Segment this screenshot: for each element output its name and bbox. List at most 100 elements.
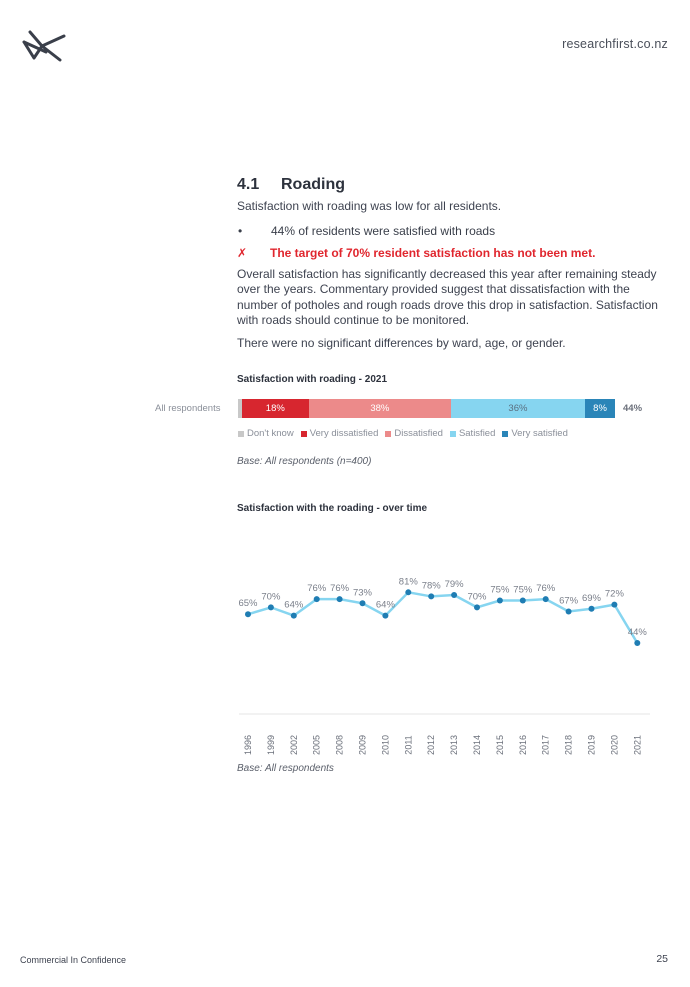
footer-confidentiality: Commercial In Confidence (20, 955, 127, 965)
legend-swatch (449, 430, 456, 437)
x-tick-label-2016: 2016 (518, 735, 528, 755)
line-chart-title: Satisfaction with the roading - over tim… (237, 503, 428, 514)
data-point-2015 (496, 597, 503, 604)
data-point-2011 (405, 589, 412, 596)
data-label-2005: 76% (307, 583, 327, 594)
data-label-2002: 64% (284, 600, 304, 611)
x-tick-label-2013: 2013 (449, 735, 459, 755)
x-tick-label-2015: 2015 (495, 735, 505, 755)
bar-segment-very-satisfied: 8% (585, 399, 615, 418)
data-point-2020 (611, 601, 618, 608)
bar-segment-dissatisfied: 38% (308, 399, 451, 418)
data-point-1996 (245, 611, 251, 618)
legend-label: Satisfied (458, 428, 496, 439)
legend-label: Very satisfied (511, 428, 568, 439)
x-tick-label-1999: 1999 (266, 735, 276, 755)
data-point-2021 (634, 640, 641, 646)
legend-label: Dissatisfied (394, 428, 443, 439)
data-label-2019: 69% (582, 593, 602, 604)
data-label-2012: 78% (422, 580, 442, 591)
bar-legend: Don't know Very dissatisfied Dissatisfied S… (238, 428, 575, 439)
x-tick-label-2011: 2011 (403, 735, 413, 754)
cross-icon: ✗ (237, 245, 248, 260)
bar-category-label: All respondents (155, 403, 221, 414)
data-label-2016: 75% (513, 585, 533, 596)
x-tick-label-2008: 2008 (335, 735, 345, 755)
target-text: The target of 70% resident satisfaction … (270, 245, 596, 260)
data-point-2008 (336, 596, 343, 603)
x-tick-label-2009: 2009 (358, 735, 368, 755)
line-chart-base: Base: All respondents (237, 763, 334, 774)
data-label-1996: 65% (238, 598, 258, 609)
bar-segment-satisfied: 36% (450, 399, 586, 418)
legend-item: Very satisfied (502, 428, 568, 439)
data-point-2013 (451, 592, 458, 599)
data-point-2002 (290, 612, 297, 619)
x-tick-label-2019: 2019 (587, 735, 597, 755)
section-title: Roading (281, 176, 345, 193)
legend-item: Very dissatisfied (300, 428, 379, 439)
x-tick-label-2014: 2014 (472, 735, 482, 755)
legend-swatch (385, 430, 392, 437)
data-point-2010 (382, 612, 389, 619)
data-label-2008: 76% (330, 583, 350, 594)
bullet-text: 44% of residents were satisfied with roa… (271, 223, 496, 238)
data-label-2010: 64% (376, 600, 396, 611)
legend-swatch (238, 430, 244, 437)
total-satisfied-label: 44% (623, 403, 643, 414)
stacked-bar: 18% 38% 36% 8% (238, 399, 615, 418)
bar-segment-don-t-know (238, 399, 242, 418)
x-tick-label-2010: 2010 (380, 735, 390, 755)
x-tick-label-2002: 2002 (289, 735, 299, 755)
line-chart: 65% 1996 70% 1999 64% 2002 76% 2005 76% 2008 73% 20… (238, 576, 650, 755)
bar-chart-title: Satisfaction with roading - 2021 (237, 374, 388, 385)
x-tick-label-2021: 2021 (632, 735, 642, 755)
data-label-2015: 75% (490, 585, 510, 596)
data-point-2016 (519, 597, 526, 604)
legend-swatch (502, 430, 509, 437)
legend-item: Dissatisfied (385, 428, 443, 439)
data-label-2013: 79% (445, 579, 465, 590)
section-content: 4.1 Roading Satisfaction with roading wa… (237, 176, 662, 351)
legend-swatch (300, 430, 307, 437)
paragraph-1: Overall satisfaction has significantly d… (237, 266, 658, 328)
data-point-2005 (313, 596, 320, 603)
data-point-2012 (428, 593, 435, 600)
section-number: 4.1 (237, 176, 260, 193)
data-label-2014: 70% (467, 591, 487, 602)
x-tick-label-2012: 2012 (426, 735, 436, 755)
data-label-2011: 81% (399, 576, 419, 587)
data-label-1999: 70% (261, 591, 281, 602)
bar-segment-very-dissatisfied: 18% (241, 399, 309, 418)
data-point-2019 (588, 605, 595, 612)
x-tick-label-2005: 2005 (312, 735, 322, 755)
legend-label: Very dissatisfied (309, 428, 379, 439)
data-label-2017: 76% (536, 583, 556, 594)
legend-item: Satisfied (449, 428, 496, 439)
x-tick-label-1996: 1996 (243, 735, 253, 755)
data-label-2020: 72% (605, 589, 625, 600)
data-point-2017 (542, 596, 549, 603)
data-point-2018 (565, 608, 572, 615)
data-label-2021: 44% (628, 627, 648, 638)
data-label-2009: 73% (353, 587, 373, 598)
data-point-2014 (474, 604, 480, 611)
bullet-mark: • (238, 223, 243, 238)
data-label-2018: 67% (559, 595, 579, 606)
paragraph-2: There were no significant differences by… (237, 335, 566, 350)
legend-label: Don't know (247, 428, 294, 439)
page-number: 25 (656, 953, 668, 965)
series-line (247, 590, 639, 644)
data-point-2009 (359, 600, 366, 607)
researchfirst-logo-icon (22, 30, 66, 62)
legend-item: Don't know (238, 428, 294, 439)
site-url: researchfirst.co.nz (562, 37, 668, 51)
bullet-item: • 44% of residents were satisfied with r… (237, 224, 662, 238)
data-point-1999 (267, 604, 274, 611)
x-tick-label-2020: 2020 (609, 735, 619, 755)
target-not-met: ✗ The target of 70% resident satisfactio… (237, 246, 662, 260)
x-tick-label-2017: 2017 (541, 735, 551, 755)
section-heading: 4.1 Roading (237, 176, 662, 194)
x-tick-label-2018: 2018 (564, 735, 574, 755)
bar-chart-base: Base: All respondents (n=400) (237, 456, 372, 467)
